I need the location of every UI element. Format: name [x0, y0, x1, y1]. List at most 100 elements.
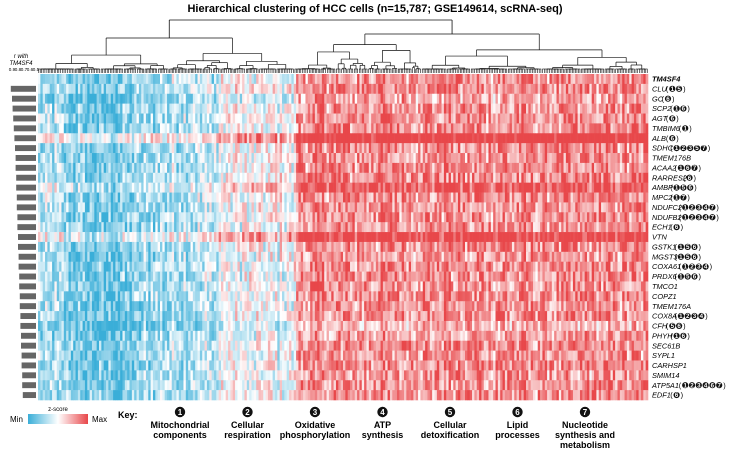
heatmap-cell — [638, 182, 642, 193]
heatmap-cell — [598, 192, 602, 203]
heatmap-cell — [246, 182, 250, 193]
heatmap-cell — [375, 133, 379, 144]
heatmap-cell — [488, 202, 492, 213]
heatmap-cell — [361, 172, 365, 183]
heatmap-cell — [380, 153, 384, 164]
heatmap-cell — [429, 93, 433, 104]
heatmap-cell — [136, 113, 140, 124]
heatmap-cell — [235, 212, 238, 223]
heatmap-cell — [237, 153, 241, 164]
heatmap-cell — [469, 162, 473, 174]
heatmap-cell — [232, 103, 236, 114]
heatmap-cell — [174, 123, 177, 134]
heatmap-cell — [242, 162, 245, 174]
heatmap-cell — [462, 83, 466, 95]
heatmap-cell — [82, 222, 86, 233]
heatmap-cell — [211, 202, 215, 213]
heatmap-cell — [75, 103, 79, 114]
heatmap-cell — [542, 93, 546, 104]
heatmap-cell — [286, 212, 290, 223]
heatmap-cell — [340, 153, 344, 164]
heatmap-cell — [357, 143, 360, 154]
heatmap-cell — [544, 133, 548, 144]
heatmap-cell — [239, 212, 243, 223]
heatmap-cell — [486, 113, 489, 124]
heatmap-cell — [246, 74, 250, 85]
heatmap-cell — [181, 74, 184, 85]
heatmap-cell — [387, 222, 391, 233]
heatmap-cell — [49, 133, 53, 144]
heatmap-cell — [378, 202, 381, 213]
heatmap-cell — [425, 153, 428, 164]
heatmap-cell — [528, 133, 531, 144]
heatmap-cell — [82, 103, 86, 114]
heatmap-cell — [284, 133, 287, 144]
heatmap-cell — [178, 182, 182, 193]
heatmap-cell — [518, 182, 522, 193]
heatmap-cell — [601, 182, 604, 193]
heatmap-cell — [371, 172, 374, 183]
heatmap-cell — [434, 133, 438, 144]
heatmap-cell — [162, 93, 165, 104]
heatmap-cell — [113, 222, 116, 233]
heatmap-cell — [579, 123, 583, 134]
heatmap-cell — [526, 143, 529, 154]
heatmap-cell — [274, 182, 278, 193]
heatmap-cell — [49, 153, 53, 164]
heatmap-cell — [479, 182, 482, 193]
heatmap-cell — [181, 133, 184, 144]
heatmap-cell — [251, 222, 255, 233]
heatmap-cell — [502, 182, 506, 193]
heatmap-cell — [572, 192, 576, 203]
heatmap-cell — [347, 113, 351, 124]
heatmap-cell — [195, 202, 198, 213]
side-bar-gc — [12, 95, 36, 102]
heatmap-cell — [279, 93, 283, 104]
heatmap-cell — [636, 192, 639, 203]
heatmap-cell — [392, 133, 395, 144]
heatmap-cell — [629, 133, 632, 144]
heatmap-cell — [542, 83, 546, 95]
heatmap-cell — [91, 83, 95, 95]
heatmap-cell — [103, 103, 107, 114]
heatmap-cell — [422, 113, 426, 124]
heatmap-cell — [392, 74, 395, 85]
heatmap-cell — [406, 212, 409, 223]
heatmap-cell — [551, 103, 555, 114]
heatmap-cell — [89, 74, 93, 85]
heatmap-cell — [420, 153, 424, 164]
heatmap-row-tmem176b — [38, 153, 649, 164]
heatmap-cell — [45, 83, 48, 95]
heatmap-cell — [434, 202, 438, 213]
heatmap-cell — [511, 202, 515, 213]
heatmap-cell — [490, 172, 494, 183]
heatmap-cell — [415, 182, 419, 193]
heatmap-cell — [542, 133, 546, 144]
heatmap-cell — [476, 192, 480, 203]
heatmap-cell — [404, 172, 407, 183]
heatmap-cell — [333, 123, 337, 134]
heatmap-cell — [218, 153, 222, 164]
heatmap-cell — [429, 202, 433, 213]
heatmap-cell — [514, 113, 517, 124]
heatmap-cell — [96, 182, 100, 193]
heatmap-cell — [272, 192, 276, 203]
heatmap-cell — [75, 113, 79, 124]
heatmap-cell — [225, 212, 229, 223]
heatmap-cell — [101, 162, 104, 174]
heatmap-cell — [366, 212, 370, 223]
heatmap-cell — [481, 172, 485, 183]
heatmap-cell — [450, 172, 454, 183]
heatmap-cell — [549, 172, 553, 183]
heatmap-cell — [425, 133, 428, 144]
heatmap-cell — [500, 123, 503, 134]
heatmap-cell — [138, 202, 142, 213]
heatmap-cell — [490, 212, 494, 223]
heatmap-cell — [293, 172, 297, 183]
heatmap-cell — [436, 162, 440, 174]
heatmap-cell — [453, 74, 456, 85]
heatmap-cell — [260, 192, 264, 203]
heatmap-cell — [558, 153, 562, 164]
heatmap-cell — [608, 74, 611, 85]
heatmap-cell — [434, 83, 438, 95]
